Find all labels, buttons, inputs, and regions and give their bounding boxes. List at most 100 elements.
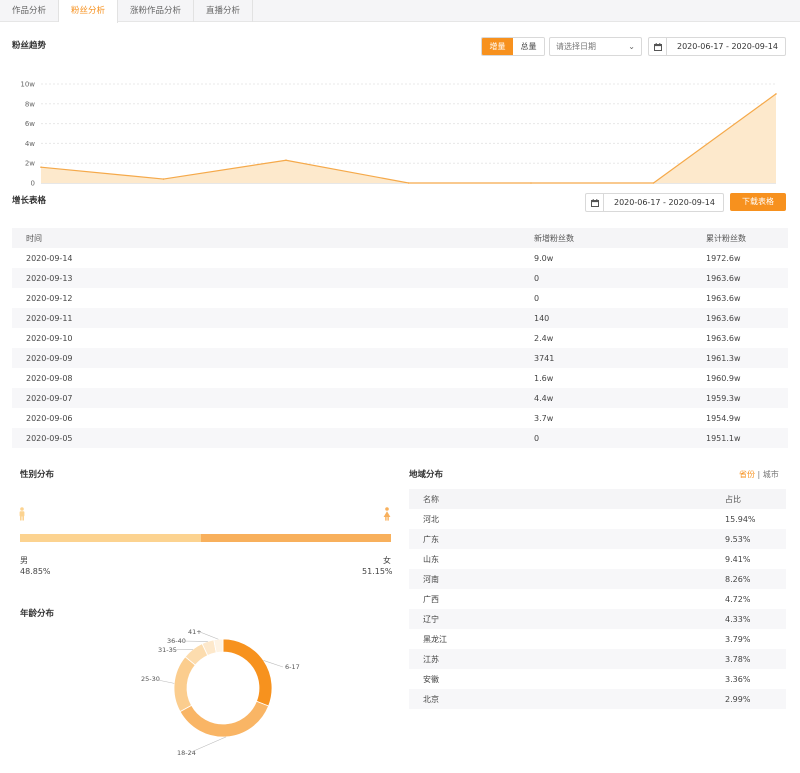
row-total-fans: 1954.9w: [706, 413, 741, 423]
fans-trend-chart: 0 2w 4w 6w 8w 10w: [20, 81, 777, 188]
row-region-share: 9.53%: [710, 529, 786, 549]
row-region-share: 15.94%: [725, 514, 756, 524]
tab-works-analysis[interactable]: 作品分析: [0, 0, 60, 22]
row-region-share: 2.99%: [710, 689, 786, 709]
mode-increment-button[interactable]: 增量: [482, 38, 513, 55]
table-row: 黑龙江 3.79%: [409, 629, 786, 649]
tab-fan-growth-works[interactable]: 涨粉作品分析: [118, 0, 195, 22]
region-table-header: 名称 占比: [409, 489, 786, 509]
age-slice-label: 18-24: [177, 749, 196, 757]
table-row: 2020-09-12 0 1963.6w: [12, 288, 788, 308]
age-title: 年龄分布: [20, 609, 55, 619]
tab-bar: 作品分析 粉丝分析 涨粉作品分析 直播分析: [0, 0, 800, 23]
row-region-name: 辽宁: [409, 609, 710, 629]
row-date: 2020-09-11: [12, 308, 470, 328]
table-row: 2020-09-05 0 1951.1w: [12, 428, 788, 448]
male-label: 男: [20, 556, 28, 565]
col-region-name: 名称: [409, 489, 710, 509]
region-toggle: 省份 | 城市: [739, 469, 779, 480]
table-row: 河北 15.94%: [409, 509, 786, 529]
trend-date-range-picker[interactable]: 2020-06-17 - 2020-09-14: [648, 37, 786, 56]
row-new-fans: 2.4w: [534, 333, 554, 343]
age-slice: [179, 700, 270, 738]
row-region-share: 3.36%: [725, 674, 751, 684]
row-date: 2020-09-08: [26, 373, 73, 383]
trend-line: [40, 93, 777, 184]
row-region-share: 4.33%: [710, 609, 786, 629]
date-preset-select[interactable]: 请选择日期 ⌄: [549, 37, 642, 56]
trend-point: [775, 93, 777, 95]
region-toggle-separator: |: [757, 470, 761, 479]
growth-date-range-picker[interactable]: 2020-06-17 - 2020-09-14: [585, 193, 724, 212]
download-table-button[interactable]: 下载表格: [730, 193, 786, 211]
row-region-share: 4.72%: [725, 594, 751, 604]
table-row: 北京 2.99%: [409, 689, 786, 709]
mode-toggle: 增量 总量: [481, 37, 545, 56]
row-total-fans: 1963.6w: [706, 333, 741, 343]
age-label-leader: [169, 648, 193, 651]
mode-total-button[interactable]: 总量: [513, 38, 544, 55]
table-row: 2020-09-13 0 1963.6w: [12, 268, 788, 288]
row-new-fans: 4.4w: [470, 388, 620, 408]
table-row: 山东 9.41%: [409, 549, 786, 569]
row-region-name: 黑龙江: [423, 634, 447, 644]
row-total-fans: 1963.6w: [620, 268, 788, 288]
region-city-toggle[interactable]: 城市: [762, 470, 779, 479]
age-label-leader: [188, 736, 227, 754]
row-region-name: 广东: [409, 529, 710, 549]
tab-live-analysis[interactable]: 直播分析: [194, 0, 254, 22]
female-bar: [201, 534, 391, 542]
age-slice-label: 6-17: [285, 663, 300, 671]
calendar-icon: [649, 38, 667, 55]
row-region-share: 8.26%: [710, 569, 786, 589]
region-province-toggle[interactable]: 省份: [739, 470, 755, 479]
row-total-fans: 1961.3w: [620, 348, 788, 368]
table-row: 辽宁 4.33%: [409, 609, 786, 629]
chevron-down-icon: ⌄: [628, 42, 635, 51]
trend-date-range-text: 2020-06-17 - 2020-09-14: [677, 42, 778, 51]
date-preset-placeholder: 请选择日期: [556, 42, 596, 51]
row-new-fans: 9.0w: [534, 253, 554, 263]
region-title: 地域分布: [409, 470, 444, 480]
y-tick-label: 0: [31, 180, 35, 188]
trend-point: [162, 178, 165, 180]
table-row: 广西 4.72%: [409, 589, 786, 609]
row-date: 2020-09-13: [12, 268, 470, 288]
row-region-name: 河南: [409, 569, 710, 589]
region-table: 名称 占比 河北 15.94% 广东 9.53% 山东 9.41% 河南 8.26% 广西 4.7…: [409, 489, 786, 709]
table-row: 2020-09-14 9.0w 1972.6w: [12, 248, 788, 268]
calendar-icon: [586, 194, 604, 211]
col-time: 时间: [12, 228, 470, 248]
age-slice-label: 25-30: [141, 675, 160, 683]
row-region-share: 9.41%: [725, 554, 751, 564]
row-region-share: 3.78%: [710, 649, 786, 669]
male-percent: 48.85%: [20, 567, 51, 576]
row-region-share: 3.79%: [725, 634, 751, 644]
row-new-fans: 3741: [470, 348, 620, 368]
trend-point: [407, 182, 410, 184]
row-region-name: 广西: [423, 594, 439, 604]
table-row: 2020-09-09 3741 1961.3w: [12, 348, 788, 368]
row-region-name: 安徽: [423, 674, 439, 684]
age-slice-label: 41+: [188, 628, 202, 636]
row-new-fans: 0: [534, 293, 540, 303]
row-region-name: 江苏: [409, 649, 710, 669]
age-slice: [173, 656, 196, 713]
table-row: 2020-09-06 3.7w 1954.9w: [12, 408, 788, 428]
growth-table-header: 时间 新增粉丝数 累计粉丝数: [12, 228, 788, 248]
table-row: 2020-09-10 2.4w 1963.6w: [12, 328, 788, 348]
row-new-fans: 0: [470, 428, 620, 448]
row-date: 2020-09-14: [26, 253, 73, 263]
row-date: 2020-09-07: [12, 388, 470, 408]
age-slice: [213, 638, 224, 654]
age-slice-label: 36-40: [167, 637, 186, 645]
female-percent: 51.15%: [362, 567, 393, 576]
row-new-fans: 140: [470, 308, 620, 328]
table-row: 河南 8.26%: [409, 569, 786, 589]
row-total-fans: 1960.9w: [706, 373, 741, 383]
col-region-share: 占比: [710, 489, 786, 509]
tab-fans-analysis[interactable]: 粉丝分析: [59, 0, 119, 23]
growth-table: 时间 新增粉丝数 累计粉丝数 2020-09-14 9.0w 1972.6w 2020…: [12, 228, 788, 448]
row-new-fans: 1.6w: [534, 373, 554, 383]
